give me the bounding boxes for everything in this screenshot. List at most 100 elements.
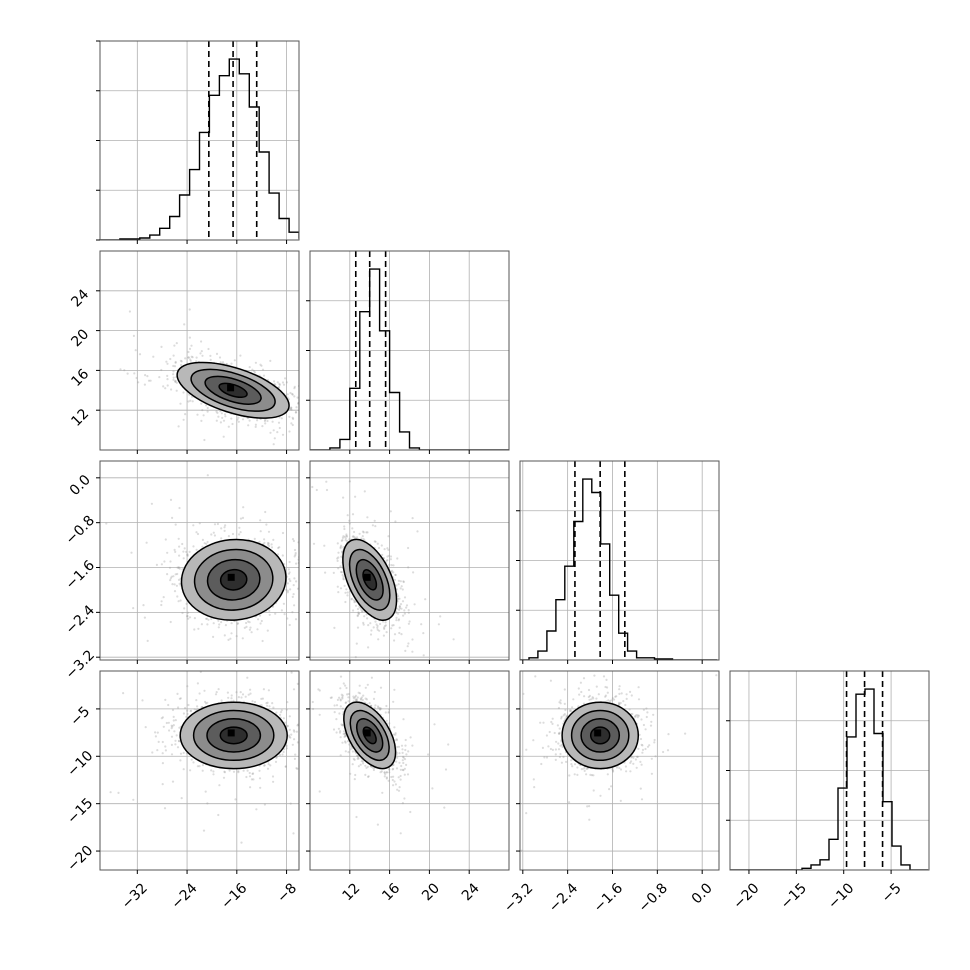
sample-point xyxy=(238,533,241,536)
sample-point xyxy=(221,361,225,364)
sample-point xyxy=(184,357,187,360)
sample-point xyxy=(198,692,201,695)
sample-point xyxy=(346,539,349,543)
sample-point xyxy=(339,546,342,549)
sample-point xyxy=(182,418,185,421)
sample-point xyxy=(200,402,203,405)
sample-point xyxy=(206,406,209,410)
sample-point xyxy=(354,656,357,659)
sample-point xyxy=(290,408,293,411)
sample-point xyxy=(292,593,295,596)
sample-point xyxy=(193,628,196,631)
sample-point xyxy=(361,530,365,533)
sample-point xyxy=(303,386,305,388)
sample-point xyxy=(376,624,379,628)
sample-point xyxy=(276,431,279,434)
density-peak xyxy=(363,573,371,581)
sample-point xyxy=(239,517,243,520)
sample-point xyxy=(272,538,275,542)
sample-point xyxy=(187,400,190,403)
sample-point xyxy=(149,379,152,382)
sample-point xyxy=(135,376,138,380)
sample-point xyxy=(178,554,181,557)
y-tick-label: −0.8 xyxy=(63,513,98,548)
sample-point xyxy=(274,612,277,615)
sample-point xyxy=(304,593,306,595)
sample-point xyxy=(164,698,167,702)
sample-point xyxy=(280,417,283,420)
sample-point xyxy=(170,388,173,391)
sample-point xyxy=(166,573,169,576)
sample-point xyxy=(177,578,181,582)
sample-point xyxy=(179,359,182,362)
sample-point xyxy=(266,704,269,707)
sample-point xyxy=(260,704,263,707)
sample-point xyxy=(397,595,400,598)
sample-point xyxy=(340,571,343,574)
sample-point xyxy=(286,393,289,396)
sample-point xyxy=(199,352,202,355)
sample-point xyxy=(186,685,189,688)
sample-point xyxy=(201,409,204,412)
sample-point xyxy=(288,415,291,418)
sample-point xyxy=(264,422,267,425)
sample-point xyxy=(413,603,416,606)
sample-point xyxy=(278,546,281,549)
sample-point xyxy=(212,770,215,773)
sample-point xyxy=(186,554,189,557)
sample-point xyxy=(311,485,314,489)
sample-point xyxy=(361,610,364,614)
sample-point xyxy=(177,425,180,428)
sample-point xyxy=(247,620,250,623)
sample-point xyxy=(140,694,142,696)
sample-point xyxy=(376,542,379,545)
sample-point xyxy=(388,563,391,567)
sample-point xyxy=(289,408,292,411)
sample-point xyxy=(336,542,339,545)
sample-point xyxy=(172,376,175,379)
sample-point xyxy=(393,633,397,636)
sample-point xyxy=(344,591,347,594)
sample-point xyxy=(241,418,245,421)
sample-point xyxy=(355,642,358,645)
sample-point xyxy=(196,413,199,416)
sample-point xyxy=(396,607,399,610)
sample-point xyxy=(190,355,193,358)
sample-point xyxy=(374,540,377,543)
sample-point xyxy=(332,571,335,575)
sample-point xyxy=(206,540,209,544)
sample-point xyxy=(287,568,290,571)
sample-point xyxy=(387,548,390,552)
sample-point xyxy=(407,609,410,612)
sample-point xyxy=(341,601,343,603)
sample-point xyxy=(343,525,346,528)
sample-point xyxy=(286,724,289,728)
sample-point xyxy=(311,561,313,563)
sample-point xyxy=(160,717,163,720)
sample-point xyxy=(420,623,423,626)
sample-point xyxy=(287,572,290,575)
sample-point xyxy=(324,571,327,574)
sample-point xyxy=(289,406,293,409)
sample-point xyxy=(195,360,198,363)
sample-point xyxy=(411,638,414,641)
sample-point xyxy=(146,375,149,378)
sample-point xyxy=(264,510,267,514)
sample-point xyxy=(289,802,292,805)
sample-point xyxy=(166,384,169,387)
sample-point xyxy=(401,588,404,591)
sample-point xyxy=(224,524,227,527)
sample-point xyxy=(187,703,190,707)
sample-point xyxy=(295,767,298,770)
sample-point xyxy=(256,419,259,422)
sample-point xyxy=(206,410,209,413)
sample-point xyxy=(253,371,257,374)
sample-point xyxy=(397,618,401,621)
sample-point xyxy=(286,591,289,594)
density-peak xyxy=(227,384,235,392)
sample-point xyxy=(268,705,271,708)
panel-1-1 xyxy=(306,250,510,454)
sample-point xyxy=(215,419,218,422)
sample-point xyxy=(341,574,344,577)
sample-point xyxy=(266,541,270,545)
